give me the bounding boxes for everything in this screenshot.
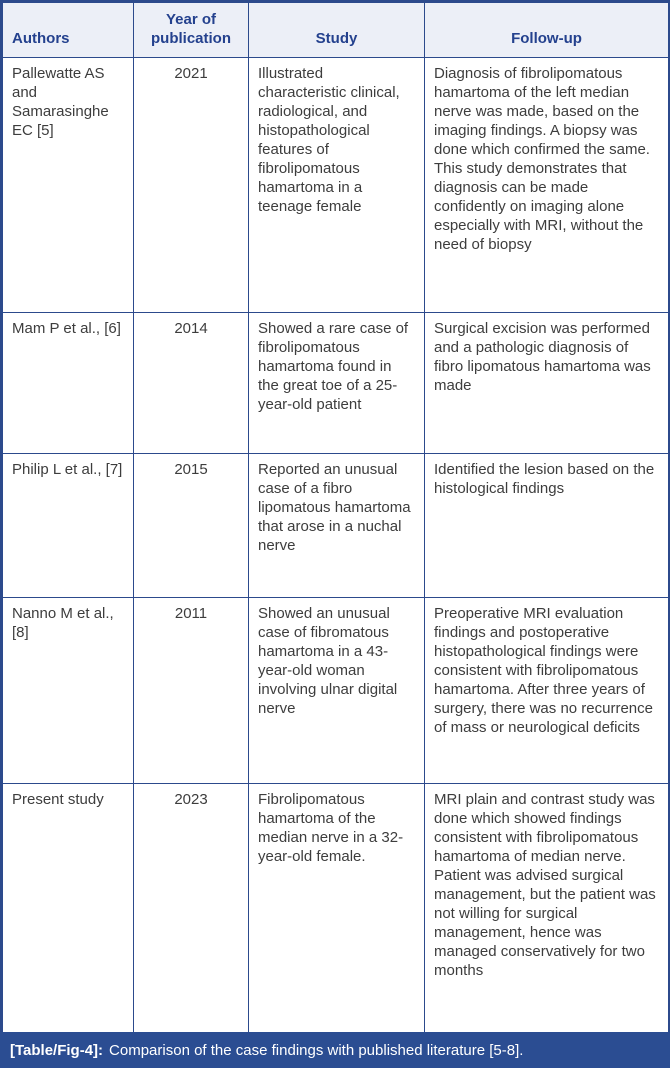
year-cell: 2014: [133, 312, 249, 454]
year-cell: 2021: [133, 57, 249, 313]
followup-cell: MRI plain and contrast study was done wh…: [424, 783, 668, 1032]
study-cell: Fibrolipomatous hamartoma of the median …: [248, 783, 425, 1032]
table-row: Nanno M et al., [8] 2011 Showed an unusu…: [2, 597, 668, 784]
study-cell: Reported an unusual case of a fibro lipo…: [248, 453, 425, 598]
table-header-row: Authors Year of publication Study Follow…: [2, 2, 668, 58]
followup-cell: Preoperative MRI evaluation findings and…: [424, 597, 668, 784]
year-cell: 2023: [133, 783, 249, 1032]
literature-comparison-table: Authors Year of publication Study Follow…: [2, 2, 668, 1032]
authors-cell: Nanno M et al., [8]: [2, 597, 134, 784]
study-cell: Showed an unusual case of fibromatous ha…: [248, 597, 425, 784]
caption-text: Comparison of the case findings with pub…: [109, 1041, 524, 1059]
followup-cell: Diagnosis of fibrolipomatous hamartoma o…: [424, 57, 668, 313]
table-caption: [Table/Fig-4]: Comparison of the case fi…: [0, 1032, 670, 1068]
table-row: Present study 2023 Fibrolipomatous hamar…: [2, 783, 668, 1032]
column-header-year: Year of publication: [133, 2, 249, 58]
column-header-study: Study: [248, 2, 425, 58]
year-cell: 2015: [133, 453, 249, 598]
authors-cell: Pallewatte AS and Samarasinghe EC [5]: [2, 57, 134, 313]
study-cell: Illustrated characteristic clinical, rad…: [248, 57, 425, 313]
followup-cell: Identified the lesion based on the histo…: [424, 453, 668, 598]
study-cell: Showed a rare case of fibrolipomatous ha…: [248, 312, 425, 454]
caption-tag: [Table/Fig-4]:: [10, 1041, 104, 1059]
table-row: Pallewatte AS and Samarasinghe EC [5] 20…: [2, 57, 668, 313]
table-row: Philip L et al., [7] 2015 Reported an un…: [2, 453, 668, 598]
column-header-authors: Authors: [2, 2, 134, 58]
authors-cell: Present study: [2, 783, 134, 1032]
column-header-followup: Follow-up: [424, 2, 668, 58]
followup-cell: Surgical excision was performed and a pa…: [424, 312, 668, 454]
authors-cell: Mam P et al., [6]: [2, 312, 134, 454]
literature-comparison-table-container: Authors Year of publication Study Follow…: [0, 0, 670, 1032]
table-row: Mam P et al., [6] 2014 Showed a rare cas…: [2, 312, 668, 454]
year-cell: 2011: [133, 597, 249, 784]
authors-cell: Philip L et al., [7]: [2, 453, 134, 598]
